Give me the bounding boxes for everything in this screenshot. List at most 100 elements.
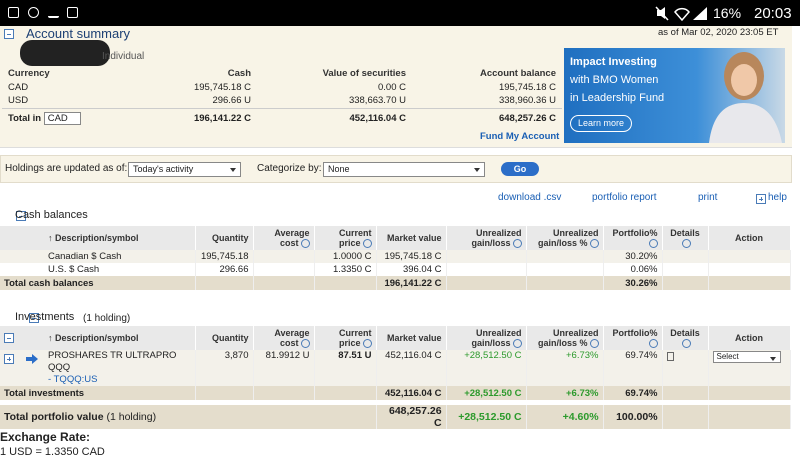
cell: 87.51 U xyxy=(314,350,377,386)
holding-count: (1 holding) xyxy=(83,313,131,324)
cell: 648,257.26 C xyxy=(498,112,556,124)
total-label: Total cash balances xyxy=(0,276,196,290)
redaction xyxy=(20,40,110,66)
battery: 16% xyxy=(713,5,742,21)
column-header: Market value xyxy=(376,326,447,350)
cell: 452,116.04 C xyxy=(376,350,447,386)
collapse-icon[interactable] xyxy=(28,313,39,324)
collapse-icon[interactable] xyxy=(4,29,14,40)
icon xyxy=(48,7,59,18)
as-of: as of Mar 02, 2020 23:05 ET xyxy=(658,27,779,38)
header-text: Market value xyxy=(386,333,442,343)
ad-line: Impact Investing xyxy=(570,56,657,68)
help-icon[interactable] xyxy=(648,239,658,249)
header-text: Unrealized gain/loss xyxy=(471,227,522,248)
help-icon[interactable] xyxy=(512,339,522,349)
total-label: Total in xyxy=(8,112,42,124)
column-header: Current price xyxy=(314,326,377,350)
portfolio-total: Total portfolio value (1 holding) 648,257… xyxy=(0,405,791,429)
cell: 69.74% xyxy=(603,386,663,400)
column-header: Unrealized gain/loss % xyxy=(526,326,604,350)
cell: +28,512.50 C xyxy=(446,405,527,429)
icon xyxy=(28,7,39,18)
ad-photo xyxy=(709,52,782,143)
status-icons xyxy=(655,6,707,21)
header-text: ↑ Description/symbol xyxy=(48,233,139,243)
cell: 196,141.22 C xyxy=(376,276,447,290)
column-header: Unrealized gain/loss % xyxy=(526,226,604,250)
cell: +4.60% xyxy=(526,405,604,429)
header-text: Portfolio% xyxy=(612,327,658,338)
categorize-select[interactable]: None xyxy=(323,162,485,177)
total-label: Total investments xyxy=(0,386,196,400)
controls-bar: Holdings are updated as of: Today's acti… xyxy=(0,155,792,183)
ad-button[interactable]: Learn more xyxy=(570,115,632,132)
help-icon[interactable] xyxy=(300,239,310,249)
help-icon[interactable] xyxy=(681,339,691,349)
icon xyxy=(67,7,78,18)
fund-link[interactable]: Fund My Account xyxy=(480,131,560,142)
column-header: Details xyxy=(662,226,709,250)
investments-table: ↑ Description/symbol Quantity Average cost… xyxy=(0,326,791,400)
column-header: Action xyxy=(708,326,791,350)
column-header: Quantity xyxy=(195,226,254,250)
column-header: Portfolio% xyxy=(603,226,663,250)
ad-banner[interactable]: Impact Investing with BMO Women in Leade… xyxy=(564,48,785,143)
download-link[interactable]: download .csv xyxy=(498,192,562,203)
cell: 1.0000 C xyxy=(314,250,377,263)
cell: 30.26% xyxy=(603,276,663,290)
column-header: Action xyxy=(708,226,791,250)
header: Account balance xyxy=(479,67,556,79)
cell: 0.06% xyxy=(603,263,663,276)
header-text: Unrealized gain/loss % xyxy=(537,227,599,248)
toggle-icon[interactable] xyxy=(4,333,14,343)
cell: CAD xyxy=(8,81,29,93)
header: Cash xyxy=(227,67,251,79)
column-header: Average cost xyxy=(253,326,315,350)
header-text: Quantity xyxy=(211,233,249,243)
header-text: Action xyxy=(735,233,763,243)
help-icon[interactable] xyxy=(362,239,372,249)
action-select[interactable]: Select xyxy=(712,351,781,363)
help-icon[interactable] xyxy=(756,194,766,205)
cell: 648,257.26 C xyxy=(376,405,447,429)
icon xyxy=(8,7,19,18)
currency-select[interactable]: CAD xyxy=(43,111,81,125)
column-header: ↑ Description/symbol xyxy=(0,326,196,350)
expand-icon[interactable] xyxy=(4,354,14,364)
report-link[interactable]: portfolio report xyxy=(592,192,657,203)
details-icon[interactable] xyxy=(666,352,674,361)
account-type: Individual xyxy=(102,51,145,62)
cell: 296.66 xyxy=(195,263,254,276)
help-icon[interactable] xyxy=(648,339,658,349)
cell: 338,960.36 U xyxy=(498,95,556,107)
column-header: Market value xyxy=(376,226,447,250)
arrow-icon[interactable] xyxy=(26,354,38,364)
cell: 30.20% xyxy=(603,250,663,263)
cell: USD xyxy=(8,95,29,107)
help-icon[interactable] xyxy=(589,339,599,349)
cell: 195,745.18 xyxy=(195,250,254,263)
print-link[interactable]: print xyxy=(698,192,718,203)
cell: 69.74% xyxy=(603,350,663,386)
help-icon[interactable] xyxy=(300,339,310,349)
help-icon[interactable] xyxy=(362,339,372,349)
help-icon[interactable] xyxy=(512,239,522,249)
column-header: Portfolio% xyxy=(603,326,663,350)
cell: 81.9912 U xyxy=(253,350,315,386)
help-icon[interactable] xyxy=(681,239,691,249)
collapse-icon[interactable] xyxy=(15,211,26,222)
help-icon[interactable] xyxy=(589,239,599,249)
header-text: Average cost xyxy=(274,327,310,348)
column-header: Quantity xyxy=(195,326,254,350)
updated-select[interactable]: Today's activity xyxy=(128,162,241,177)
go-button[interactable]: Go xyxy=(501,162,539,176)
symbol-link[interactable]: - TQQQ:US xyxy=(48,374,98,385)
column-header: ↑ Description/symbol xyxy=(0,226,196,250)
description: PROSHARES TR ULTRAPRO QQQ xyxy=(48,350,177,373)
header-text: Unrealized gain/loss xyxy=(471,327,522,348)
header-text: Average cost xyxy=(274,227,310,248)
header-text: Current price xyxy=(338,327,372,348)
cell: 3,870 xyxy=(195,350,254,386)
help-link[interactable]: help xyxy=(768,192,787,203)
